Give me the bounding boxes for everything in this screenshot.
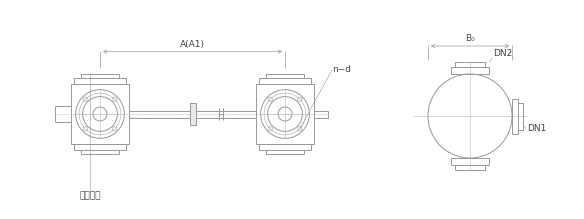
Bar (81, 74, 119, 78)
Bar (455, 165, 485, 170)
Bar (189, 103, 196, 125)
Text: A(A1): A(A1) (180, 40, 205, 49)
Bar (266, 150, 304, 154)
Bar (256, 84, 314, 144)
Bar (455, 62, 485, 67)
Bar (81, 150, 119, 154)
Text: DN2: DN2 (493, 49, 512, 58)
Bar (71, 84, 129, 144)
Bar (512, 99, 518, 134)
Bar (75, 144, 126, 150)
Text: B₀: B₀ (465, 34, 475, 43)
Text: n−d: n−d (332, 65, 351, 74)
Bar (75, 78, 126, 84)
Bar (259, 78, 311, 84)
Bar (451, 158, 489, 165)
Text: DN1: DN1 (527, 124, 547, 133)
Bar (518, 102, 523, 129)
Bar (259, 144, 311, 150)
Bar (266, 74, 304, 78)
Text: 法兰连接: 法兰连接 (79, 191, 101, 201)
Bar (451, 67, 489, 74)
